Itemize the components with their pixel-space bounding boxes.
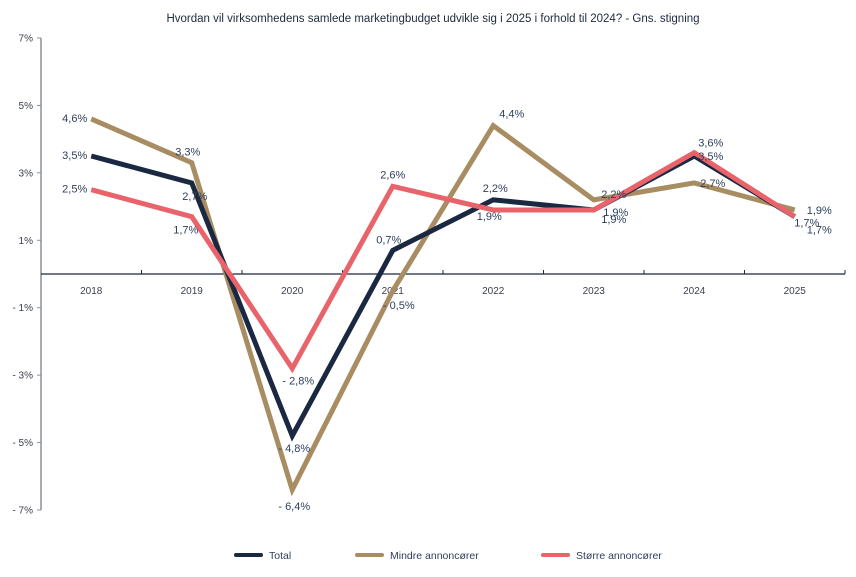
data-label: 3,5% [698,151,723,163]
data-label: 1,9% [807,205,832,217]
y-tick-label: - 7% [12,506,33,517]
data-label: 2,5% [62,184,87,196]
data-label: 2,6% [380,169,405,181]
legend-label: Total [269,550,291,562]
data-label: 0,7% [376,234,401,246]
data-label: 2,2% [601,189,626,201]
y-tick-label: - 5% [12,438,33,449]
data-label: - 2,8% [282,375,314,387]
data-label: - 4,8% [278,443,310,455]
x-tick-label: 2019 [181,286,204,297]
data-label: 2,7% [182,191,207,203]
data-label: 4,4% [499,109,524,121]
data-label: 1,9% [477,211,502,223]
data-label: 1,7% [794,218,819,230]
data-label: 2,2% [483,183,508,195]
x-tick-label: 2022 [482,286,505,297]
series-line-mindre-annonc-rer [90,116,796,497]
legend-label: Mindre annoncører [390,550,479,562]
x-tick-label: 2018 [80,286,103,297]
data-label: 1,7% [807,225,832,237]
y-tick-label: 5% [19,101,34,112]
series-lines [90,116,797,497]
y-tick-label: - 1% [12,303,33,314]
y-tick-label: - 3% [12,371,33,382]
data-label: 3,6% [698,138,723,150]
data-label: 1,9% [601,214,626,226]
legend-label: Større annoncører [576,550,662,562]
data-label: 4,6% [62,113,87,125]
data-label: - 6,4% [278,501,310,513]
chart-title: Hvordan vil virksomhedens samlede market… [166,13,699,25]
x-tick-label: 2025 [784,286,807,297]
x-tick-label: 2020 [281,286,304,297]
x-tick-label: 2023 [583,286,606,297]
data-label: - 0,5% [383,300,415,312]
data-label: 1,7% [173,225,198,237]
y-tick-label: 3% [19,168,34,179]
y-tick-label: 1% [19,236,34,247]
series-line-st-rre-annonc-rer [90,149,797,374]
data-label: 3,3% [175,147,200,159]
x-tick-label: 2024 [683,286,706,297]
data-label: 1,9% [603,207,628,219]
data-label: 3,5% [62,150,87,162]
data-label: 2,7% [700,178,725,190]
y-tick-label: 7% [19,34,34,45]
data-labels: 3,5% 2,7% - 4,8% 0,7% 2,2% 1,9% 3,5% 1,7% 4,6% 3,… [62,109,832,513]
axes: 7%5%3%1%- 1%- 3%- 5%- 7%2018 2019 2020 2021… [12,34,846,517]
legend: Total Mindre annoncører Større annoncører [234,550,662,562]
